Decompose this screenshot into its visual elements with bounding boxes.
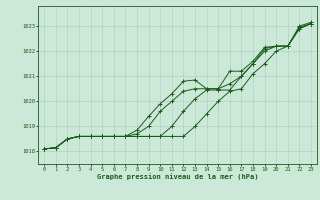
X-axis label: Graphe pression niveau de la mer (hPa): Graphe pression niveau de la mer (hPa) bbox=[97, 173, 258, 180]
